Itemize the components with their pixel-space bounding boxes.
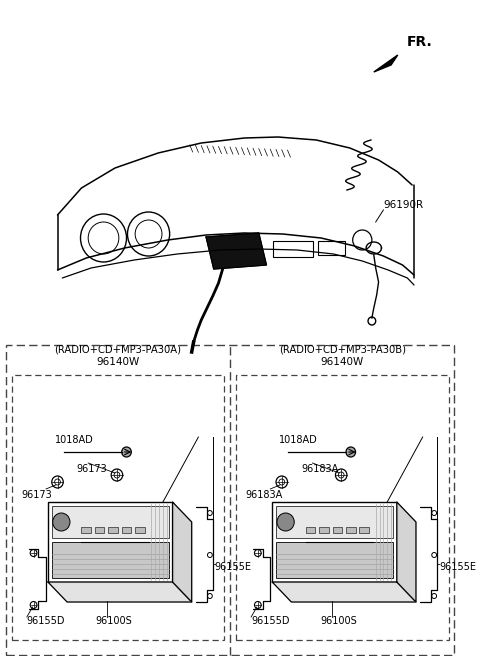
Polygon shape [272, 582, 416, 602]
Circle shape [53, 513, 70, 531]
Text: 96100S: 96100S [96, 616, 132, 626]
Bar [135, 527, 145, 533]
Bar [122, 527, 132, 533]
Bar [6, 345, 454, 655]
Text: 96140W: 96140W [321, 357, 364, 367]
Text: 96173: 96173 [21, 490, 52, 500]
Text: 1018AD: 1018AD [55, 435, 94, 445]
Text: 96190R: 96190R [384, 200, 423, 210]
Bar [52, 542, 168, 578]
Bar [276, 542, 393, 578]
Text: FR.: FR. [407, 35, 432, 49]
Text: 96155D: 96155D [27, 616, 65, 626]
Text: 96155E: 96155E [215, 562, 252, 572]
Bar [346, 527, 356, 533]
Polygon shape [374, 55, 398, 72]
Bar [319, 527, 329, 533]
Text: (RADIO+CD+MP3-PA30B): (RADIO+CD+MP3-PA30B) [279, 345, 406, 355]
Text: 1018AD: 1018AD [279, 435, 318, 445]
Text: 96155E: 96155E [439, 562, 476, 572]
Circle shape [277, 513, 294, 531]
Bar [48, 502, 172, 582]
Polygon shape [397, 502, 416, 602]
Text: (RADIO+CD+MP3-PA30A): (RADIO+CD+MP3-PA30A) [54, 345, 181, 355]
Circle shape [122, 447, 132, 457]
Bar [276, 506, 393, 538]
Bar [12, 375, 224, 640]
Bar [273, 241, 313, 257]
Bar [306, 527, 315, 533]
Bar [236, 375, 448, 640]
Bar [108, 527, 118, 533]
Text: 96100S: 96100S [320, 616, 357, 626]
Bar [52, 506, 168, 538]
Text: 96173: 96173 [77, 464, 108, 474]
Bar [318, 241, 345, 255]
Bar [95, 527, 105, 533]
Bar [333, 527, 342, 533]
Bar [82, 527, 91, 533]
Text: 96155D: 96155D [251, 616, 289, 626]
Text: 96140W: 96140W [96, 357, 140, 367]
Text: 96183A: 96183A [301, 464, 338, 474]
Polygon shape [48, 582, 192, 602]
Text: 96183A: 96183A [245, 490, 283, 500]
Polygon shape [206, 233, 266, 269]
Bar [360, 527, 369, 533]
Polygon shape [172, 502, 192, 602]
Circle shape [346, 447, 356, 457]
Bar [272, 502, 397, 582]
